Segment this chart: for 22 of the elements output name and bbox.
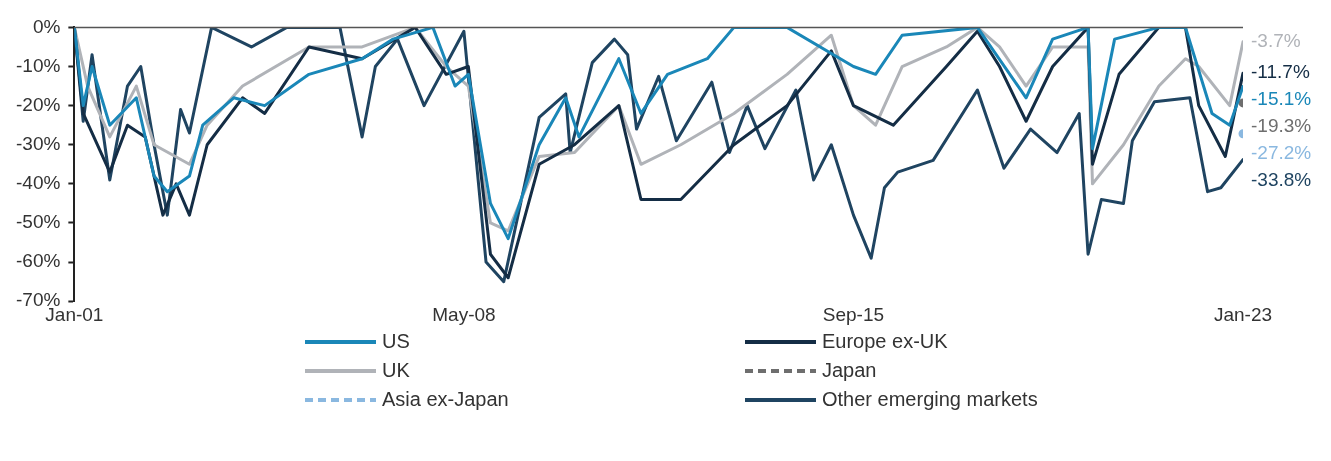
y-tick-label: -50%	[16, 211, 61, 233]
legend-label: Asia ex-Japan	[382, 388, 509, 411]
y-tick-label: -30%	[16, 132, 61, 154]
legend-label: Japan	[822, 359, 877, 382]
legend-label: UK	[382, 359, 410, 382]
y-tick-label: -10%	[16, 54, 61, 76]
x-tick-label: Sep-15	[822, 303, 885, 325]
legend-label: Other emerging markets	[822, 388, 1038, 411]
legend-label: US	[382, 330, 410, 353]
legend-label: Europe ex-UK	[822, 330, 948, 353]
y-tick-label: -20%	[16, 93, 61, 115]
y-tick-label: -40%	[16, 172, 61, 194]
data-label: -11.7%	[1251, 61, 1310, 83]
y-tick-label: 0%	[32, 15, 61, 37]
data-label: -19.3%	[1251, 115, 1312, 137]
data-label: -33.8%	[1251, 169, 1312, 191]
x-tick-label: May-08	[432, 303, 496, 325]
data-label: -27.2%	[1251, 142, 1312, 164]
y-tick-label: -60%	[16, 250, 61, 272]
x-tick-label: Jan-23	[1213, 303, 1273, 325]
data-label: -15.1%	[1251, 88, 1312, 110]
data-label: -3.7%	[1251, 30, 1301, 52]
